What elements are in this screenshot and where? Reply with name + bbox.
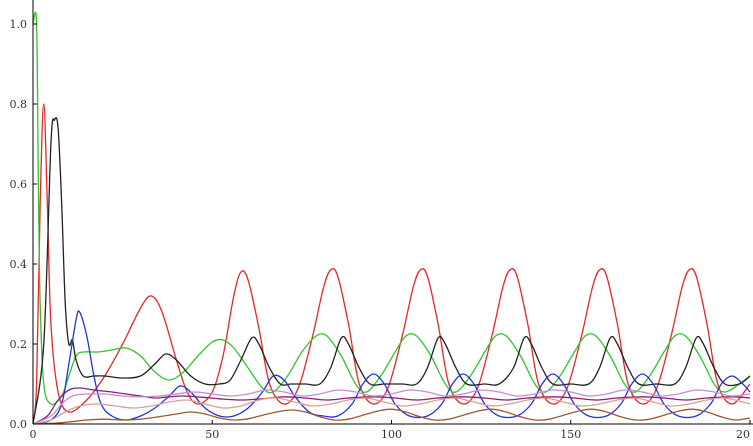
series-line-3 [32,117,751,425]
y-tick-label: 0.0 [10,418,28,431]
x-tick-label: 100 [381,428,402,441]
axes-layer [32,0,753,425]
y-tick-label: 0.2 [10,338,28,351]
y-tick-label: 0.8 [10,98,28,111]
x-tick-label: 0 [30,428,37,441]
series-line-6 [32,389,751,425]
series-line-7 [32,397,751,425]
series-line-2 [32,11,751,406]
y-tick-label: 1.0 [10,18,28,31]
series-line-8 [32,408,751,425]
series-line-1 [32,103,751,425]
y-tick-label: 0.4 [10,258,28,271]
series-layer [32,11,751,425]
x-tick-label: 50 [205,428,219,441]
x-tick-label: 20 [736,428,750,441]
y-tick-label: 0.6 [10,178,28,191]
series-line-5 [32,387,751,425]
ticks-layer: 0.0 0.2 0.4 0.6 0.8 1.0 0 50 100 150 20 [10,18,751,441]
x-tick-label: 150 [560,428,581,441]
